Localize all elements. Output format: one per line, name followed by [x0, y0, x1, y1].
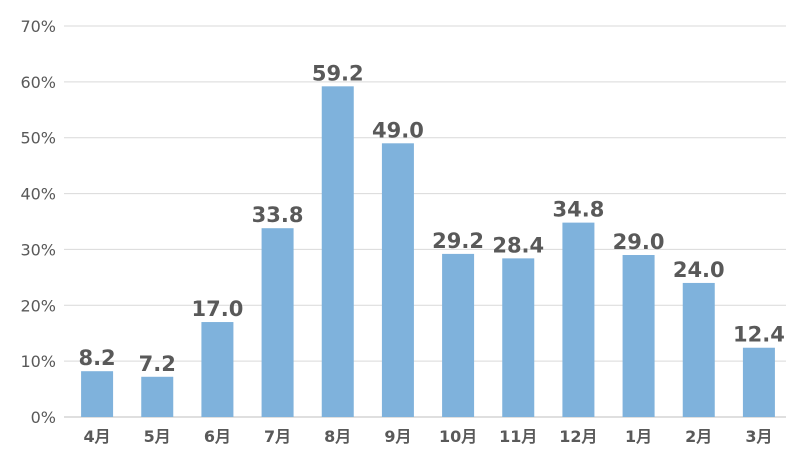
bar: [321, 86, 354, 417]
bar: [81, 371, 114, 417]
data-label: 8.2: [78, 346, 115, 370]
data-label: 34.8: [553, 198, 605, 222]
y-tick-label: 20%: [20, 296, 56, 315]
x-tick-label: 2月: [685, 427, 712, 446]
y-tick-label: 40%: [20, 185, 56, 204]
y-tick-label: 0%: [31, 408, 56, 427]
x-tick-label: 8月: [324, 427, 351, 446]
x-tick-label: 9月: [384, 427, 411, 446]
bar: [381, 143, 414, 418]
bar: [201, 322, 234, 417]
bar: [442, 253, 475, 417]
data-label: 17.0: [192, 297, 244, 321]
x-axis-tick-labels: 4月 5月 6月 7月 8月 9月 10月 11月 12月 1月 2月 3月: [84, 427, 773, 446]
bar: [622, 255, 655, 417]
data-label: 33.8: [252, 203, 304, 227]
bar: [562, 222, 595, 417]
bar: [261, 228, 294, 417]
bar: [141, 376, 174, 417]
gridlines: [64, 25, 786, 418]
x-tick-label: 7月: [264, 427, 291, 446]
y-axis-tick-labels: 0% 10% 20% 30% 40% 50% 60% 70%: [20, 17, 56, 427]
x-tick-label: 4月: [84, 427, 111, 446]
data-label: 24.0: [673, 258, 725, 282]
data-label: 7.2: [139, 352, 176, 376]
data-label: 12.4: [733, 323, 785, 347]
y-tick-label: 50%: [20, 129, 56, 148]
data-label: 28.4: [492, 233, 544, 257]
y-tick-label: 30%: [20, 240, 56, 259]
y-tick-label: 10%: [20, 352, 56, 371]
bars: [81, 86, 775, 418]
data-label: 29.2: [432, 229, 484, 253]
bar: [502, 258, 535, 417]
y-tick-label: 60%: [20, 73, 56, 92]
data-label: 59.2: [312, 61, 364, 85]
x-tick-label: 6月: [204, 427, 231, 446]
bar: [742, 347, 775, 417]
data-labels: 8.2 7.2 17.0 33.8 59.2 49.0 29.2 28.4 34.8 29.0 24…: [78, 61, 784, 375]
x-tick-label: 3月: [745, 427, 772, 446]
y-tick-label: 70%: [20, 17, 56, 36]
x-tick-label: 12月: [559, 427, 597, 446]
data-label: 29.0: [613, 230, 665, 254]
x-tick-label: 5月: [144, 427, 171, 446]
x-tick-label: 1月: [625, 427, 652, 446]
bar: [682, 282, 715, 417]
x-tick-label: 10月: [439, 427, 477, 446]
x-tick-label: 11月: [499, 427, 537, 446]
data-label: 49.0: [372, 118, 424, 142]
